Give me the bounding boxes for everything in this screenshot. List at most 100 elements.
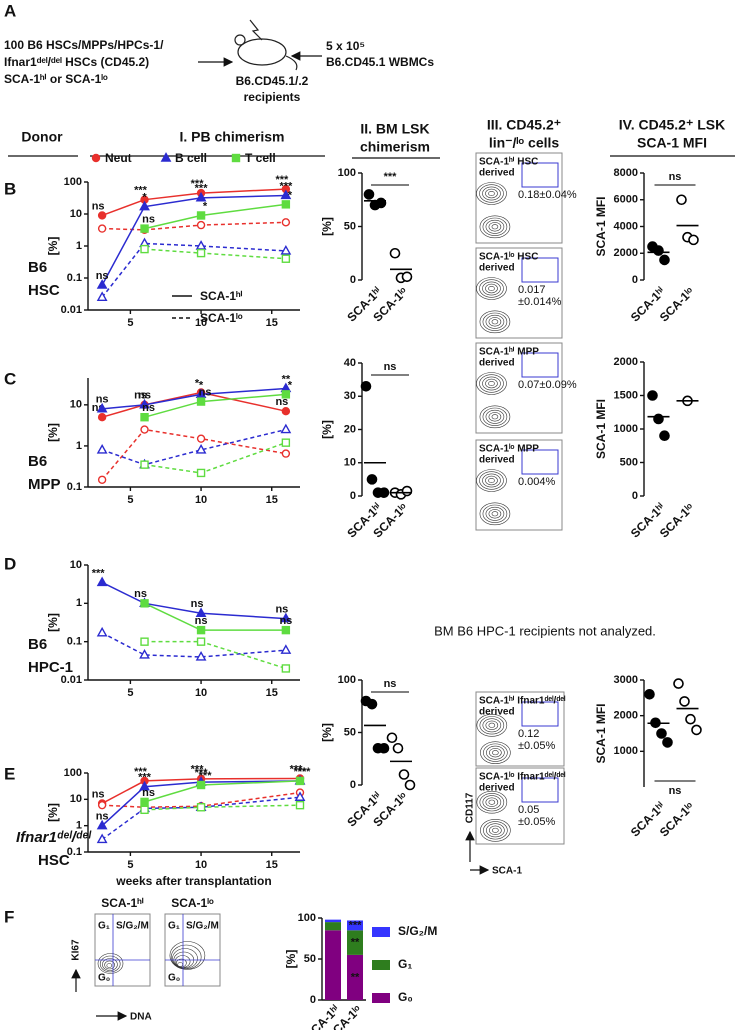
data-point xyxy=(91,153,101,163)
significance: ns xyxy=(191,598,204,610)
significance: ** xyxy=(282,373,291,385)
significance: ns xyxy=(199,386,212,398)
data-point xyxy=(378,742,390,754)
column-header: II. BM LSK xyxy=(360,121,429,137)
data-point xyxy=(656,728,667,739)
contour xyxy=(176,958,187,968)
series-line xyxy=(144,248,286,260)
y-tick-label: 20 xyxy=(344,423,356,435)
significance: * xyxy=(288,189,293,201)
significance: ns xyxy=(142,787,155,799)
contour xyxy=(489,747,502,758)
contour xyxy=(480,819,511,842)
flow-title: SCA-1ʰⁱ MPP xyxy=(479,346,539,358)
contour xyxy=(102,958,118,971)
significance: * xyxy=(142,192,147,204)
data-point xyxy=(679,696,690,707)
y-tick-label: 2000 xyxy=(614,710,638,722)
data-point xyxy=(139,780,150,791)
contour xyxy=(482,312,508,331)
flow-title: SCA-1ʰⁱ Ifnar1ᵈᵉˡ/ᵈᵉˡ xyxy=(479,695,566,707)
legend-label: G₁ xyxy=(398,957,412,971)
contour xyxy=(486,823,505,838)
data-point xyxy=(96,626,108,637)
significance: ns xyxy=(96,811,109,823)
x-tick-label: 15 xyxy=(266,317,278,329)
contour xyxy=(482,795,502,810)
data-point xyxy=(140,413,149,422)
data-point xyxy=(96,279,108,289)
legend-swatch xyxy=(372,993,390,1003)
significance: * xyxy=(199,379,204,391)
gate xyxy=(521,352,559,378)
data-point xyxy=(196,434,206,443)
data-point xyxy=(389,247,401,259)
data-point xyxy=(294,791,306,801)
contour xyxy=(106,963,113,968)
y-tick-label: 0 xyxy=(632,274,638,286)
series-line xyxy=(101,242,286,298)
data-point xyxy=(96,833,108,844)
column-header: chimerism xyxy=(360,139,430,155)
donor-label: MPP xyxy=(28,476,61,493)
significance: ns xyxy=(275,603,288,615)
flow-axis-label: DNA xyxy=(130,1012,152,1023)
flow-plot xyxy=(475,767,565,845)
gate-frequency: ±0.05% xyxy=(518,740,555,752)
y-tick-label: 50 xyxy=(344,726,356,738)
data-point xyxy=(378,487,390,498)
y-tick-label: 100 xyxy=(64,767,82,779)
flow-title: derived xyxy=(479,358,515,369)
y-tick-label: 0.01 xyxy=(61,674,82,686)
donor-text: 100 B6 HSCs/MPPs/HPCs-1/ xyxy=(4,38,164,52)
significance: ns xyxy=(275,396,288,408)
contour xyxy=(476,182,507,205)
flow-title: SCA-1ˡᵒ xyxy=(171,896,214,910)
x-tick-label: 5 xyxy=(127,687,133,699)
contour xyxy=(169,941,206,970)
y-tick-label: 0 xyxy=(350,490,356,502)
y-tick-label: 10 xyxy=(70,399,82,411)
legend-label: S/G₂/M xyxy=(398,924,437,938)
y-tick-label: 100 xyxy=(64,176,82,188)
data-point xyxy=(281,664,291,673)
flow-axis-label: SCA-1 xyxy=(492,866,522,877)
contour xyxy=(482,186,501,201)
quadrant-label: G₁ xyxy=(98,921,110,932)
y-tick-label: 500 xyxy=(620,456,638,468)
data-point xyxy=(97,211,107,220)
contour xyxy=(482,504,508,523)
data-point xyxy=(386,732,398,744)
contour xyxy=(479,405,511,429)
significance: ns xyxy=(669,171,682,183)
contour xyxy=(476,372,507,395)
panel-label: D xyxy=(4,554,16,573)
y-tick-label: 0.01 xyxy=(61,304,82,316)
contour xyxy=(172,948,198,969)
significance: * xyxy=(195,377,200,389)
data-point xyxy=(97,413,107,422)
data-point xyxy=(139,398,150,409)
data-point xyxy=(139,649,150,659)
gate-frequency: 0.05 xyxy=(518,804,539,816)
flow-title: SCA-1ˡᵒ MPP xyxy=(479,444,539,455)
y-tick-label: 0 xyxy=(310,994,316,1006)
data-point xyxy=(140,805,149,815)
data-point xyxy=(196,637,206,646)
contour xyxy=(479,374,504,393)
data-point xyxy=(140,797,149,807)
x-tick-label: 10 xyxy=(195,687,207,699)
gate-frequency: 0.12 xyxy=(518,728,539,740)
gate-frequency: 0.017 xyxy=(518,284,546,296)
contour xyxy=(488,191,495,197)
contour xyxy=(488,285,495,291)
data-point xyxy=(280,612,292,623)
gate xyxy=(521,449,559,475)
data-point xyxy=(280,189,292,200)
significance: ns xyxy=(384,361,397,373)
significance: ns xyxy=(134,588,147,600)
series-line xyxy=(101,780,301,827)
x-tick-label: 15 xyxy=(266,687,278,699)
data-point xyxy=(196,248,206,258)
contour xyxy=(479,215,511,239)
